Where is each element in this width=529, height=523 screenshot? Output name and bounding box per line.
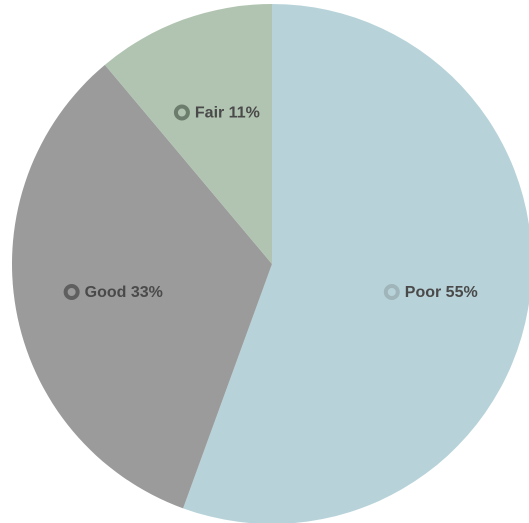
slice-label-poor: Poor 55%	[383, 283, 478, 301]
pie-slice-poor	[183, 4, 529, 523]
legend-marker-fair	[173, 104, 190, 121]
pie-slices	[12, 4, 529, 523]
slice-label-fair: Fair 11%	[173, 104, 260, 122]
slice-label-good: Good 33%	[63, 283, 163, 301]
pie-slice-good	[12, 64, 273, 509]
slice-label-text-good: Good 33%	[85, 284, 163, 301]
pie-labels: Poor 55% Good 33% Fair 11%	[63, 104, 478, 301]
slice-label-text-fair: Fair 11%	[195, 105, 260, 122]
pie-slice-fair	[104, 4, 273, 264]
legend-marker-good	[63, 283, 80, 300]
slice-label-text-poor: Poor 55%	[405, 284, 478, 301]
legend-marker-poor	[383, 283, 400, 300]
